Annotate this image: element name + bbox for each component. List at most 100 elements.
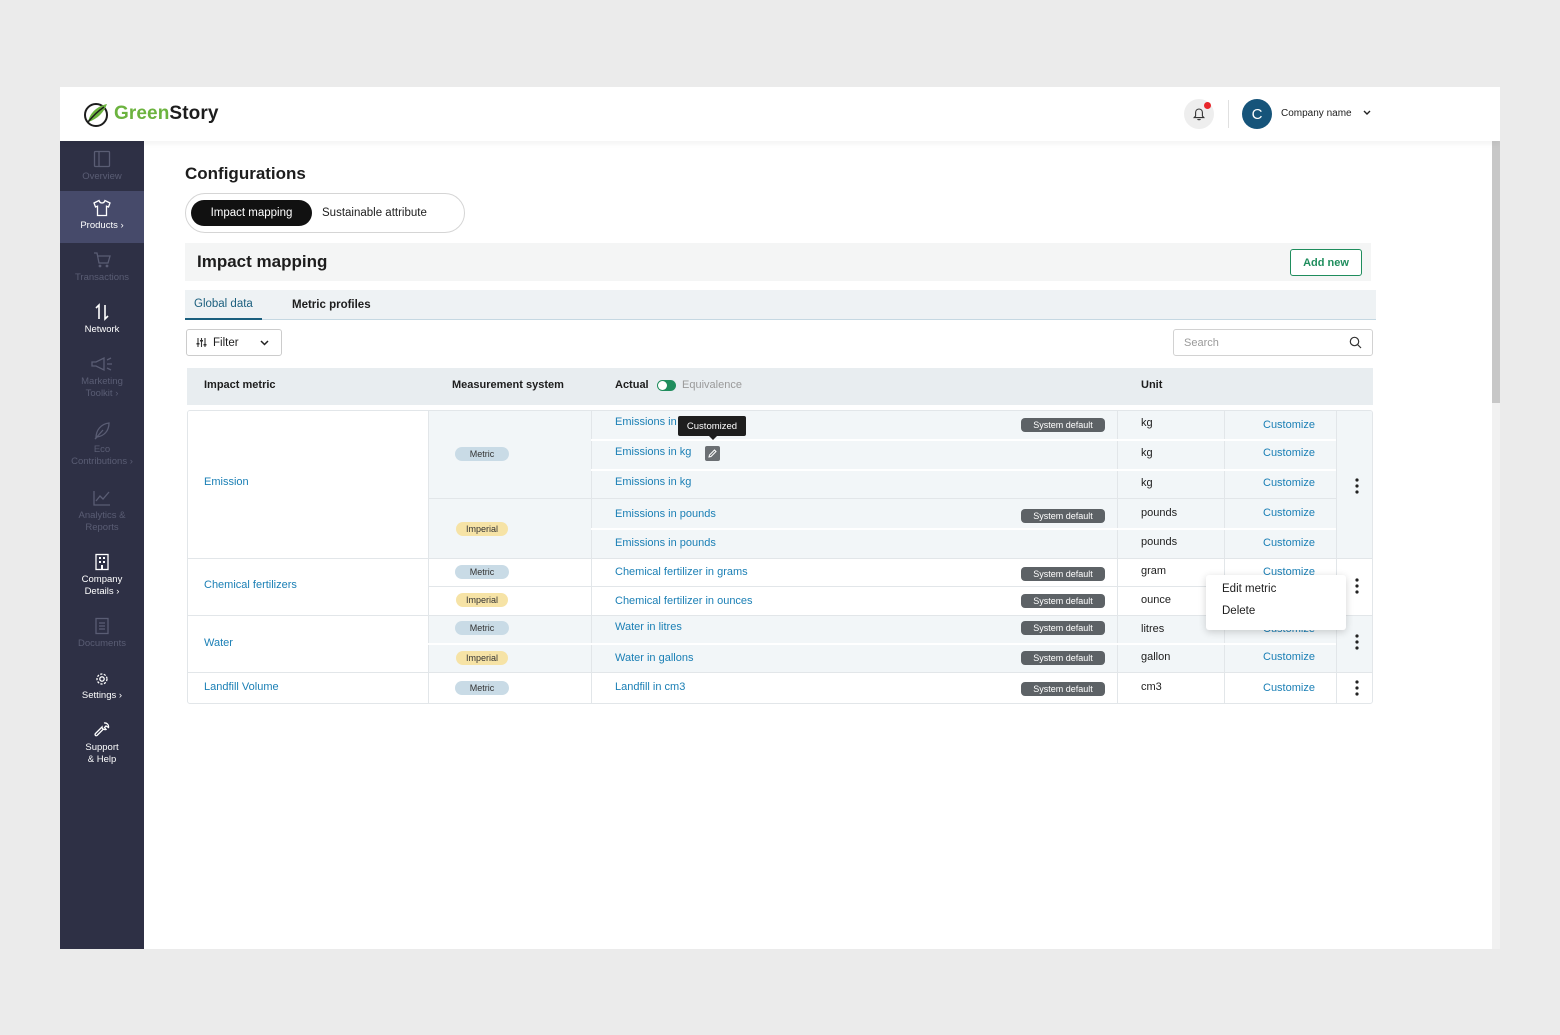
system-default-badge: System default xyxy=(1021,621,1105,635)
row-divider xyxy=(591,469,1336,471)
customize-link[interactable]: Customize xyxy=(1263,537,1315,549)
chevron-down-icon xyxy=(260,340,269,346)
actual-metric-link[interactable]: Water in litres xyxy=(615,621,682,633)
sidebar-item-eco-contributions[interactable]: Eco Contributions › xyxy=(60,421,144,469)
sidebar-item-documents[interactable]: Documents xyxy=(60,617,144,651)
edit-customized-button[interactable] xyxy=(705,446,720,461)
tab-impact-mapping[interactable]: Impact mapping xyxy=(191,200,312,226)
actual-metric-link[interactable]: Water in gallons xyxy=(615,652,694,664)
customize-link[interactable]: Customize xyxy=(1263,682,1315,694)
col-impact-metric: Impact metric xyxy=(204,379,276,391)
col-equivalence: Equivalence xyxy=(682,379,742,391)
unit-value: cm3 xyxy=(1141,681,1162,693)
col-actual: Actual xyxy=(615,379,649,391)
imperial-pill: Imperial xyxy=(456,651,508,665)
greenstory-logo[interactable]: GreenStory xyxy=(82,100,219,128)
tab-global-data[interactable]: Global data xyxy=(185,290,262,320)
gear-icon xyxy=(96,673,108,685)
row-divider xyxy=(591,439,1336,441)
actual-metric-link[interactable]: Chemical fertilizer in ounces xyxy=(615,595,753,607)
add-new-button[interactable]: Add new xyxy=(1290,249,1362,276)
system-default-badge: System default xyxy=(1021,651,1105,665)
filter-label: Filter xyxy=(213,336,239,349)
metric-name[interactable]: Landfill Volume xyxy=(204,681,279,693)
actual-metric-link[interactable]: Landfill in cm3 xyxy=(615,681,686,693)
delete-menu-item[interactable]: Delete xyxy=(1222,605,1256,617)
sidebar-item-support-help[interactable]: Support & Help xyxy=(60,721,144,769)
sidebar-item-label: Transactions xyxy=(74,272,130,283)
sidebar-item-analytics-reports[interactable]: Analytics & Reports xyxy=(60,489,144,537)
row-divider xyxy=(591,528,1336,530)
wrench-icon xyxy=(94,722,110,737)
customize-link[interactable]: Customize xyxy=(1263,477,1315,489)
sidebar-item-label: Network xyxy=(84,324,120,335)
actual-metric-link[interactable]: Emissions in kg xyxy=(615,446,692,458)
metric-name[interactable]: Chemical fertilizers xyxy=(204,579,297,591)
company-avatar[interactable]: C xyxy=(1242,99,1272,129)
sidebar-item-products[interactable]: Products › xyxy=(60,191,144,243)
scrollbar-thumb[interactable] xyxy=(1492,141,1500,403)
customize-link[interactable]: Customize xyxy=(1263,447,1315,459)
metric-name[interactable]: Emission xyxy=(204,476,249,488)
more-options-icon[interactable] xyxy=(1354,577,1360,595)
customize-link[interactable]: Customize xyxy=(1263,651,1315,663)
col-divider xyxy=(428,411,429,703)
notifications-button[interactable] xyxy=(1184,99,1214,129)
actual-equivalence-toggle[interactable] xyxy=(657,380,676,391)
metric-pill: Metric xyxy=(455,447,509,461)
page-scrollbar[interactable] xyxy=(1492,141,1500,949)
config-segmented-tabs: Impact mapping Sustainable attribute xyxy=(185,193,465,233)
sidebar-item-company-details[interactable]: Company Details › xyxy=(60,553,144,601)
sidebar-item-transactions[interactable]: Transactions xyxy=(60,251,144,285)
sliders-icon xyxy=(196,338,207,347)
filter-dropdown[interactable]: Filter xyxy=(186,329,282,356)
col-measurement-system: Measurement system xyxy=(452,379,564,391)
actual-metric-link[interactable]: Emissions in pounds xyxy=(615,508,716,520)
top-bar: GreenStory C Company name xyxy=(60,87,1500,141)
sidebar-item-network[interactable]: Network xyxy=(60,303,144,337)
company-name[interactable]: Company name xyxy=(1281,108,1352,119)
metric-pill: Metric xyxy=(455,621,509,635)
actual-metric-link[interactable]: Chemical fertilizer in grams xyxy=(615,566,748,578)
customize-link[interactable]: Customize xyxy=(1263,419,1315,431)
panel-title: Impact mapping xyxy=(197,252,328,271)
sidebar-item-settings[interactable]: Settings › xyxy=(60,671,144,705)
header-divider xyxy=(1228,100,1229,128)
customize-link[interactable]: Customize xyxy=(1263,507,1315,519)
col-divider xyxy=(1336,411,1337,703)
edit-metric-menu-item[interactable]: Edit metric xyxy=(1222,583,1277,595)
leaf-globe-icon xyxy=(84,103,108,127)
tshirt-icon xyxy=(93,199,111,217)
metric-name[interactable]: Water xyxy=(204,637,233,649)
page-title: Configurations xyxy=(185,164,306,183)
search-input[interactable] xyxy=(1184,335,1334,351)
search-icon[interactable] xyxy=(1349,336,1362,349)
unit-value: kg xyxy=(1141,417,1153,429)
sidebar-item-label: Documents xyxy=(77,638,127,649)
sidebar-item-label: Products › xyxy=(80,220,124,231)
chevron-down-icon[interactable] xyxy=(1362,109,1372,117)
actual-metric-link[interactable]: Emissions in kg xyxy=(615,476,692,488)
sidebar-item-label: Eco Contributions › xyxy=(71,444,133,467)
more-options-icon[interactable] xyxy=(1354,633,1360,651)
row-divider xyxy=(428,586,1336,587)
more-options-icon[interactable] xyxy=(1354,679,1360,697)
imperial-pill: Imperial xyxy=(456,593,508,607)
system-default-badge: System default xyxy=(1021,682,1105,696)
more-options-icon[interactable] xyxy=(1354,477,1360,495)
line-chart-icon xyxy=(93,491,110,506)
unit-value: pounds xyxy=(1141,536,1178,548)
metric-cell-bg xyxy=(188,558,428,615)
row-divider xyxy=(428,498,1336,499)
sidebar-item-overview[interactable]: Overview xyxy=(60,150,144,190)
group-divider xyxy=(188,672,1372,673)
imperial-pill: Imperial xyxy=(456,522,508,536)
tab-sustainable-attribute[interactable]: Sustainable attribute xyxy=(322,207,427,219)
tab-metric-profiles[interactable]: Metric profiles xyxy=(292,299,371,311)
actual-metric-link[interactable]: Emissions in kg xyxy=(615,416,692,428)
actual-metric-link[interactable]: Emissions in pounds xyxy=(615,537,716,549)
sidebar-item-marketing-toolkit[interactable]: Marketing Toolkit › xyxy=(60,355,144,403)
metric-cell-bg xyxy=(188,615,428,672)
system-default-badge: System default xyxy=(1021,567,1105,581)
system-default-badge: System default xyxy=(1021,509,1105,523)
